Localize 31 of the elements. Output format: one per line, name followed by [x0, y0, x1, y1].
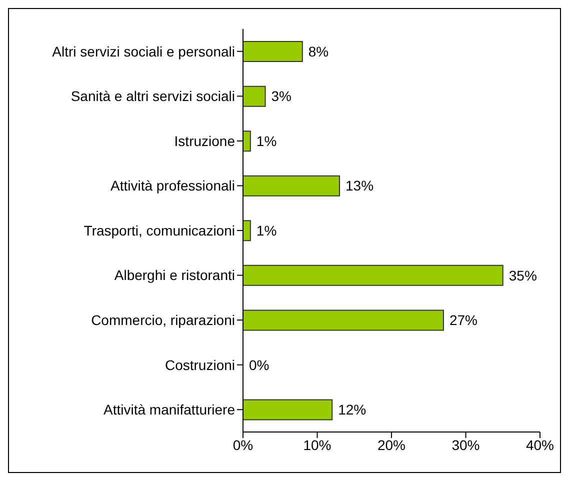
data-label: 3% [271, 88, 292, 104]
data-label: 1% [256, 222, 277, 238]
data-label: 8% [308, 43, 329, 60]
y-tick-label: Attività manifatturiere [104, 402, 236, 418]
bar [243, 220, 251, 242]
bar [243, 264, 504, 286]
data-label: 35% [508, 267, 537, 284]
x-tick-label: 40% [526, 436, 554, 453]
bar [243, 130, 251, 152]
data-label: 27% [449, 312, 478, 328]
y-tick-label: Attività professionali [110, 178, 235, 194]
bar [243, 41, 303, 62]
data-label: 13% [346, 178, 374, 194]
y-tick-label: Trasporti, comunicazioni [84, 222, 235, 238]
data-label: 0% [249, 356, 270, 373]
data-label: 1% [256, 132, 277, 149]
x-tick-label: 30% [452, 436, 480, 453]
y-tick-label: Costruzioni [164, 356, 235, 373]
data-label: 12% [338, 402, 366, 418]
x-tick-label: 0% [232, 436, 254, 453]
x-tick-label: 20% [377, 436, 406, 453]
y-tick-label: Alberghi e ristoranti [114, 267, 235, 284]
bar [243, 399, 333, 420]
bar [243, 310, 444, 331]
y-tick-label: Istruzione [174, 132, 236, 149]
y-tick-label: Altri servizi sociali e personali [52, 43, 235, 60]
y-tick-label: Commercio, riparazioni [91, 312, 235, 328]
bar [243, 175, 340, 196]
bar [243, 86, 266, 107]
y-tick-label: Sanità e altri servizi sociali [70, 88, 235, 104]
x-tick-label: 10% [303, 436, 332, 453]
